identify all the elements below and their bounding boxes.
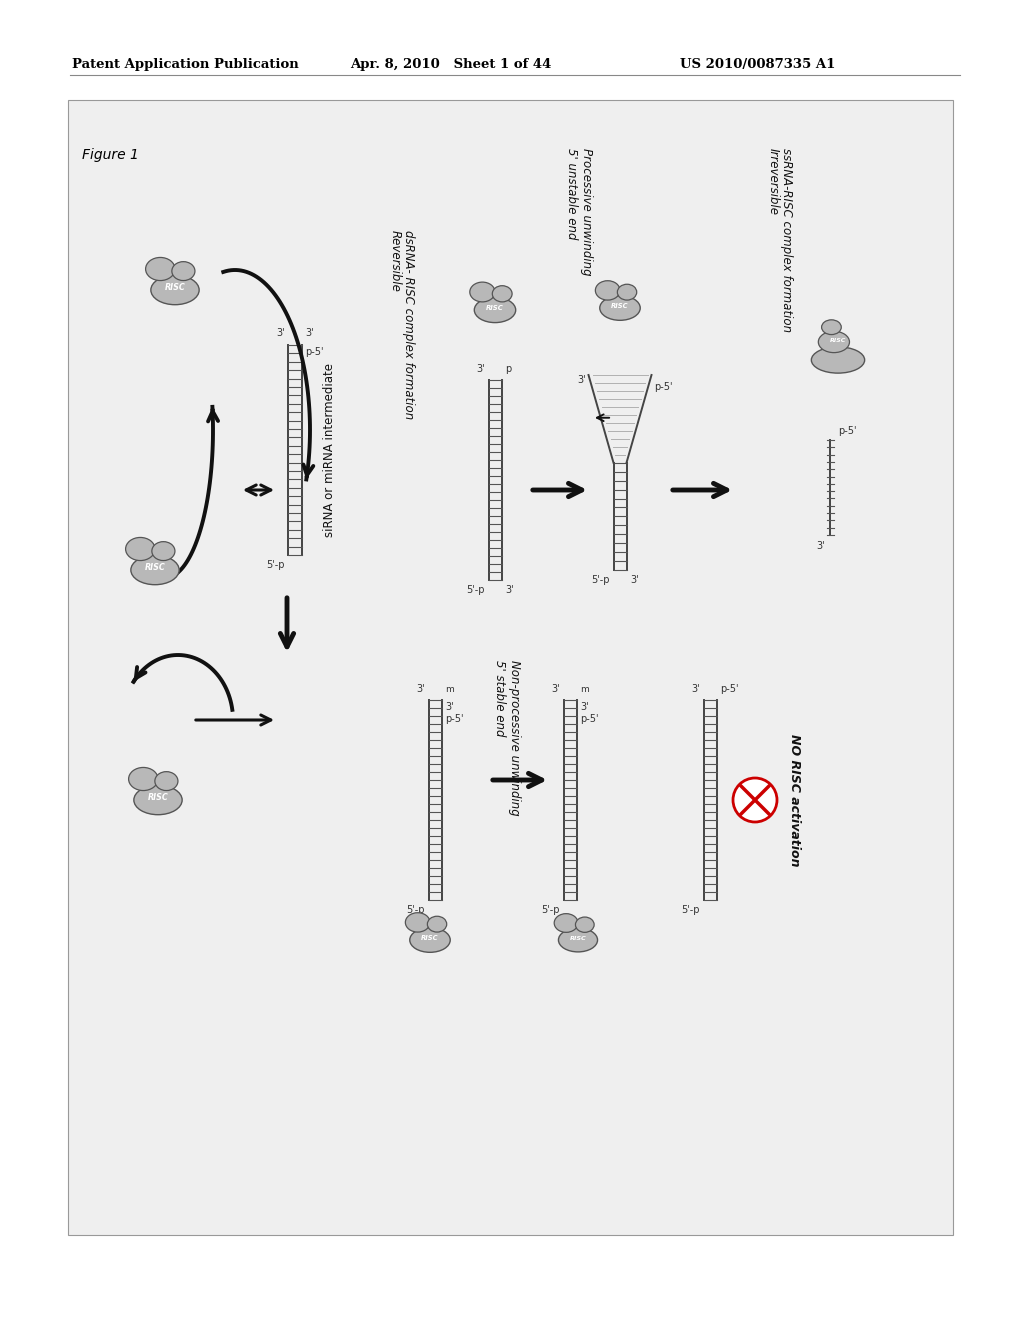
- Ellipse shape: [155, 772, 178, 791]
- Ellipse shape: [172, 261, 195, 281]
- Text: Figure 1: Figure 1: [82, 148, 139, 162]
- Text: Irreversible: Irreversible: [767, 148, 779, 215]
- FancyBboxPatch shape: [68, 100, 953, 1236]
- Ellipse shape: [818, 331, 850, 352]
- Text: m: m: [580, 685, 589, 694]
- Ellipse shape: [151, 276, 199, 305]
- Text: p-5': p-5': [305, 347, 324, 356]
- Text: dsRNA- RISC complex formation: dsRNA- RISC complex formation: [402, 230, 416, 420]
- Text: 3': 3': [816, 541, 825, 550]
- Text: 3': 3': [577, 375, 586, 385]
- Ellipse shape: [129, 767, 158, 791]
- Ellipse shape: [595, 281, 620, 300]
- Ellipse shape: [427, 916, 446, 932]
- Text: 5' unstable end: 5' unstable end: [565, 148, 579, 239]
- Ellipse shape: [145, 257, 175, 281]
- Text: Non-processive unwinding: Non-processive unwinding: [508, 660, 520, 816]
- Text: 5'-p: 5'-p: [266, 560, 285, 570]
- Text: RISC: RISC: [486, 305, 504, 312]
- Text: 5'-p: 5'-p: [407, 906, 425, 915]
- Ellipse shape: [470, 282, 495, 302]
- Text: 5' stable end: 5' stable end: [494, 660, 507, 737]
- Ellipse shape: [600, 296, 640, 321]
- Text: p-5': p-5': [580, 714, 598, 723]
- Text: RISC: RISC: [421, 935, 439, 941]
- Ellipse shape: [554, 913, 578, 932]
- Text: Reversible: Reversible: [388, 230, 401, 292]
- Ellipse shape: [575, 917, 594, 932]
- Text: 3': 3': [305, 327, 313, 338]
- Text: 5'-p: 5'-p: [542, 906, 560, 915]
- Ellipse shape: [493, 285, 512, 302]
- Text: p-5': p-5': [654, 381, 673, 392]
- Text: siRNA or miRNA intermediate: siRNA or miRNA intermediate: [323, 363, 336, 537]
- Text: 5'-p: 5'-p: [467, 585, 485, 595]
- Text: p-5': p-5': [838, 426, 856, 436]
- Text: RISC: RISC: [569, 936, 587, 940]
- Text: 3': 3': [630, 576, 639, 585]
- Ellipse shape: [474, 297, 516, 322]
- Text: Apr. 8, 2010   Sheet 1 of 44: Apr. 8, 2010 Sheet 1 of 44: [350, 58, 551, 71]
- Text: 5'-p: 5'-p: [592, 576, 610, 585]
- Ellipse shape: [131, 556, 179, 585]
- Text: US 2010/0087335 A1: US 2010/0087335 A1: [680, 58, 836, 71]
- Text: 3': 3': [505, 585, 514, 595]
- Ellipse shape: [821, 319, 842, 334]
- Text: NO RISC activation: NO RISC activation: [788, 734, 801, 866]
- Text: p-5': p-5': [445, 714, 464, 723]
- Text: 3': 3': [276, 327, 285, 338]
- Ellipse shape: [126, 537, 155, 561]
- Text: m: m: [445, 685, 454, 694]
- Text: 3': 3': [580, 702, 589, 711]
- Ellipse shape: [410, 928, 451, 952]
- Text: Patent Application Publication: Patent Application Publication: [72, 58, 299, 71]
- Text: 3': 3': [476, 364, 485, 374]
- Ellipse shape: [617, 284, 637, 300]
- Ellipse shape: [152, 541, 175, 561]
- Text: RISC: RISC: [611, 304, 629, 309]
- Text: 3': 3': [691, 684, 700, 694]
- Text: RISC: RISC: [165, 284, 185, 293]
- Text: RISC: RISC: [147, 793, 168, 803]
- Text: p: p: [505, 364, 511, 374]
- Text: RISC: RISC: [829, 338, 846, 342]
- Text: 3': 3': [417, 684, 425, 694]
- Text: p-5': p-5': [720, 684, 738, 694]
- Text: 5'-p: 5'-p: [682, 906, 700, 915]
- Text: RISC: RISC: [144, 564, 165, 573]
- Ellipse shape: [134, 785, 182, 814]
- Ellipse shape: [811, 347, 864, 374]
- Text: Processive unwinding: Processive unwinding: [580, 148, 593, 276]
- Text: 3': 3': [551, 684, 560, 694]
- Ellipse shape: [406, 912, 430, 932]
- Text: 3': 3': [445, 702, 454, 711]
- Text: ssRNA-RISC complex formation: ssRNA-RISC complex formation: [780, 148, 794, 333]
- Ellipse shape: [558, 928, 598, 952]
- Circle shape: [733, 777, 777, 822]
